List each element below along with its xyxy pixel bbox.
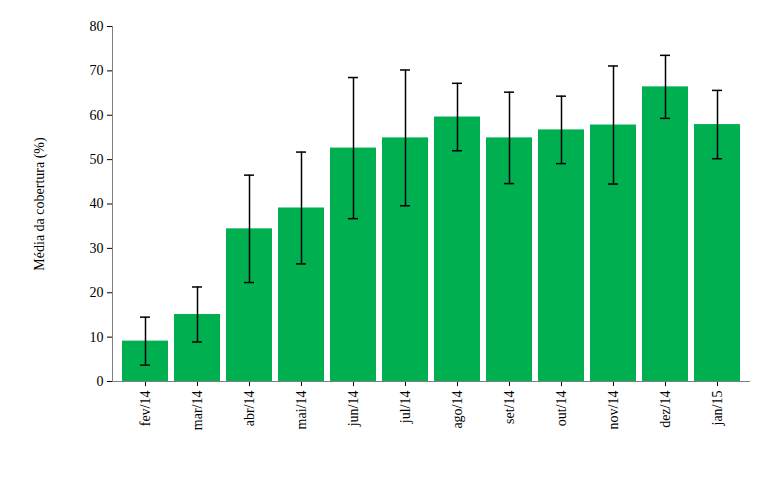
svg-text:jul/14: jul/14 <box>398 391 413 425</box>
svg-text:set/14: set/14 <box>502 391 517 424</box>
svg-text:20: 20 <box>90 285 104 300</box>
svg-text:10: 10 <box>90 330 104 345</box>
svg-text:dez/14: dez/14 <box>658 391 673 428</box>
svg-text:70: 70 <box>90 63 104 78</box>
svg-text:jan/15: jan/15 <box>710 391 725 427</box>
svg-text:Média da cobertura (%): Média da cobertura (%) <box>32 137 48 271</box>
svg-text:nov/14: nov/14 <box>606 391 621 430</box>
svg-text:abr/14: abr/14 <box>242 391 257 427</box>
svg-text:mai/14: mai/14 <box>294 391 309 430</box>
svg-text:fev/14: fev/14 <box>138 391 153 427</box>
svg-text:ago/14: ago/14 <box>450 391 465 429</box>
svg-text:0: 0 <box>97 374 104 389</box>
svg-text:jun/14: jun/14 <box>346 391 361 428</box>
svg-text:50: 50 <box>90 152 104 167</box>
svg-text:30: 30 <box>90 241 104 256</box>
svg-text:out/14: out/14 <box>554 391 569 427</box>
svg-text:mar/14: mar/14 <box>190 391 205 431</box>
svg-text:80: 80 <box>90 19 104 34</box>
svg-text:60: 60 <box>90 108 104 123</box>
svg-text:40: 40 <box>90 196 104 211</box>
